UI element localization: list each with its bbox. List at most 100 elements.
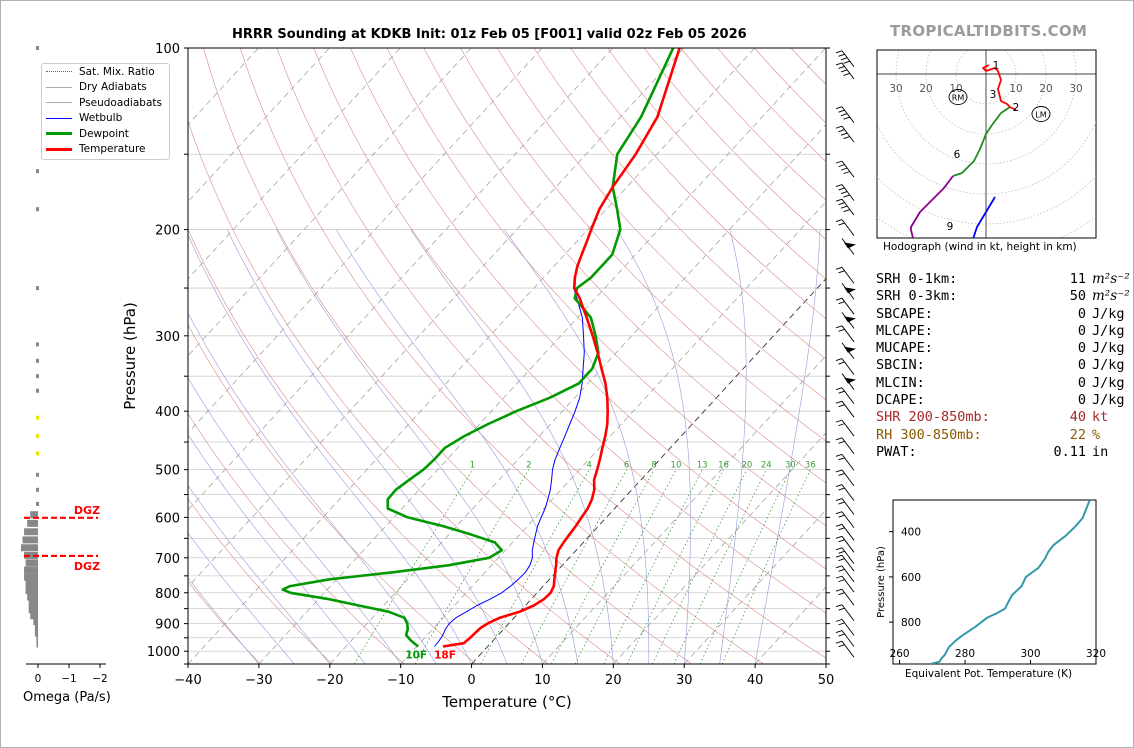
barb-feather [843, 209, 850, 213]
isotherm-line [329, 124, 826, 664]
x-tick-label: −10 [387, 673, 414, 688]
stat-label: SRH 0-1km: [876, 271, 958, 287]
x-tick-label: 40 [747, 673, 764, 688]
x-tick-label: −30 [245, 673, 272, 688]
mixing-ratio-label: 16 [718, 461, 729, 471]
dry-adiabat [350, 48, 826, 570]
wind-barb [835, 469, 855, 487]
barb-feather [835, 511, 843, 515]
barb-flag [844, 242, 856, 249]
dry-adiabat [276, 48, 826, 659]
legend-label: Dry Adiabats [79, 81, 147, 94]
skewt-ylabel: Pressure (hPa) [121, 302, 139, 410]
stat-label: SHR 200-850mb: [876, 409, 990, 426]
barb-staff [841, 400, 855, 418]
barb-feather [838, 53, 845, 57]
stat-unit: J/kg [1092, 392, 1125, 409]
barb-staff [841, 630, 855, 647]
barb-staff [841, 419, 855, 437]
wind-barb [835, 484, 855, 501]
dry-adiabat [239, 48, 764, 664]
barb-staff [841, 297, 855, 315]
barb-flag [844, 316, 856, 323]
barb-feather [838, 301, 845, 305]
barb-flag [844, 346, 856, 353]
barb-feather [835, 419, 843, 423]
barb-feather [835, 325, 843, 329]
wind-barb [835, 358, 855, 375]
mixing-ratio-label: 1 [470, 461, 475, 471]
dry-adiabat [188, 581, 261, 664]
barb-feather [838, 592, 845, 596]
theta-e-trace [930, 500, 1091, 664]
dgz-label: DGZ [74, 504, 100, 517]
wind-barb [835, 588, 855, 606]
barb-feather [840, 167, 848, 171]
stat-row: SBCIN: 0 J/kg [876, 357, 1130, 374]
theta-y-tick-label: 600 [901, 572, 921, 584]
y-tick-label: 600 [155, 511, 180, 526]
barb-feather [835, 358, 843, 362]
moist-adiabat [754, 229, 821, 664]
y-tick-label: 400 [155, 405, 180, 420]
moist-adiabat [616, 229, 691, 664]
legend-item: Dry Adiabats [42, 80, 169, 96]
barb-feather [835, 400, 843, 404]
barb-feather [840, 205, 848, 209]
mixing-ratio-label: 36 [805, 461, 816, 471]
stat-unit: J/kg [1092, 357, 1125, 374]
barb-staff [841, 588, 855, 606]
wind-barb [835, 219, 855, 236]
mixing-ratio-line [673, 469, 767, 664]
wind-barb [835, 400, 855, 418]
skewt-plot-border [187, 47, 827, 665]
barb-staff [841, 160, 855, 178]
stat-row: RH 300-850mb: 22% [876, 427, 1130, 444]
isotherm-line [0, 48, 46, 664]
omega-bar [33, 618, 38, 626]
omega-bar [36, 169, 39, 174]
barb-feather [838, 440, 845, 444]
y-tick-label: 200 [155, 224, 180, 239]
stat-label: MLCAPE: [876, 322, 933, 339]
omega-bar [36, 415, 39, 420]
hodograph-trace [910, 175, 954, 238]
rm-marker [948, 89, 968, 105]
barb-feather [835, 266, 843, 270]
hodograph-ring-label: 30 [889, 83, 902, 95]
stat-unit: m²s⁻² [1092, 288, 1130, 305]
omega-bar [34, 629, 38, 637]
barb-staff [841, 184, 855, 201]
barb-feather [835, 469, 843, 473]
moist-adiabat [276, 229, 543, 664]
barb-feather [835, 50, 843, 54]
wind-barb [835, 266, 855, 284]
hodograph-border [876, 49, 1097, 239]
wind-barb [841, 238, 856, 255]
theta-y-tick-label: 400 [901, 527, 921, 539]
wind-barb [835, 106, 855, 124]
legend-label: Dewpoint [79, 127, 129, 140]
barb-feather [838, 558, 845, 562]
barb-feather [843, 116, 850, 120]
chart-legend: Sat. Mix. Ratio Dry Adiabats Pseudoadiab… [41, 63, 170, 160]
mixing-ratio-line [626, 469, 724, 664]
theta-xlabel: Equivalent Pot. Temperature (K) [905, 668, 1073, 680]
barb-staff [841, 125, 855, 143]
wind-barb [835, 437, 855, 455]
stat-unit: J/kg [1092, 305, 1125, 322]
wind-barb [835, 630, 855, 647]
stat-row: MUCAPE: 0 J/kg [876, 340, 1130, 357]
omega-bar [36, 358, 39, 363]
y-tick-label: 700 [155, 552, 180, 567]
barb-feather [835, 453, 843, 457]
stat-label: SBCIN: [876, 357, 925, 374]
hodograph-ring-label: 20 [1039, 83, 1052, 95]
moist-adiabat [188, 312, 437, 664]
barb-feather [835, 437, 843, 441]
mixing-ratio-label: 4 [587, 461, 592, 471]
skewt-xlabel: Temperature (°C) [441, 693, 571, 711]
wind-barb [835, 604, 855, 622]
mixing-ratio-line [574, 469, 677, 664]
